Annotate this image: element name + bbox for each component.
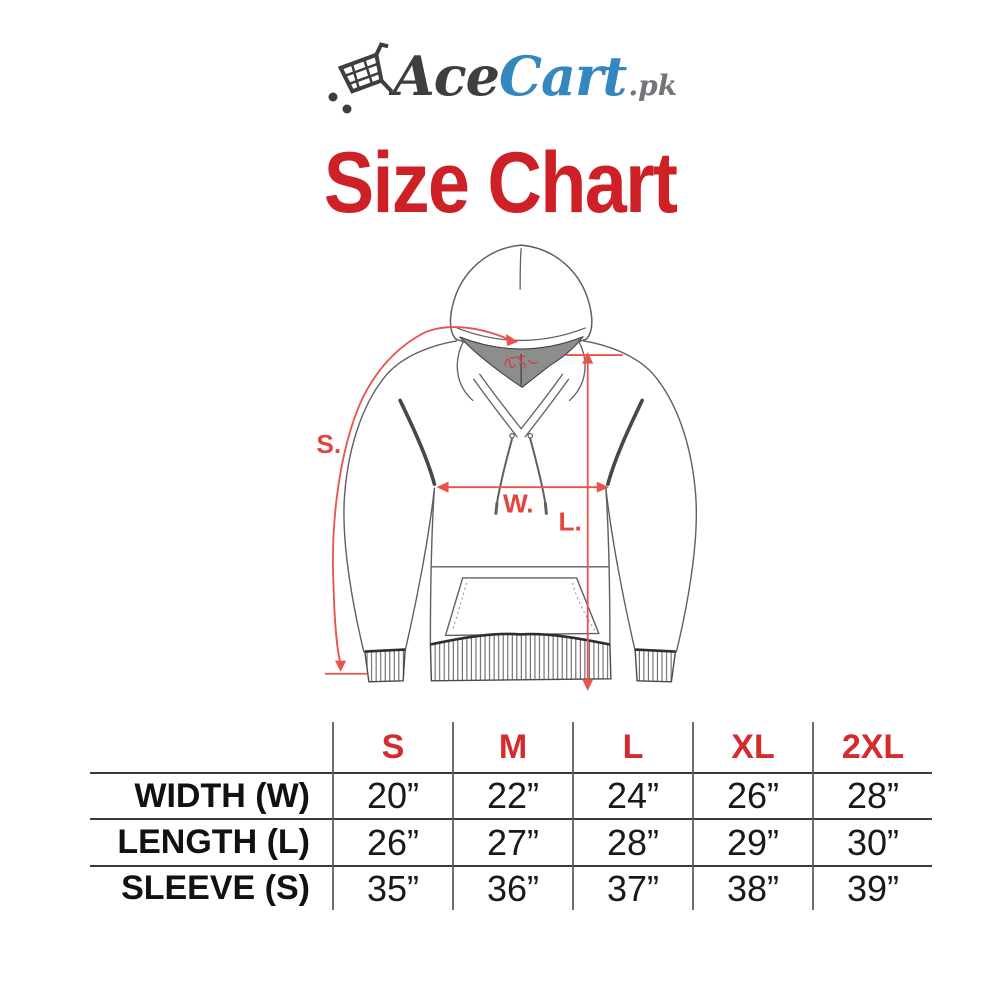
logo-text-ace: Ace xyxy=(392,44,500,108)
size-header-xl: XL xyxy=(692,722,812,772)
size-header-s: S xyxy=(332,722,452,772)
collar xyxy=(456,340,586,438)
sleeve-value-l: 37” xyxy=(572,865,692,910)
sleeve-value-s: 35” xyxy=(332,865,452,910)
measurement-labels: S. W. L. xyxy=(316,429,581,537)
kangaroo-pocket xyxy=(444,577,600,637)
size-header-l: L xyxy=(572,722,692,772)
width-value-2xl: 28” xyxy=(812,772,932,818)
sleeve-measure-line xyxy=(332,326,511,665)
hoodie-measurement-diagram: S. W. L. xyxy=(302,231,706,709)
page-title: Size Chart xyxy=(323,135,678,231)
size-chart-table: S M L XL 2XL WIDTH (W) 20” 22” 24” 26” 2… xyxy=(90,722,932,910)
length-label: L. xyxy=(558,507,581,537)
cuff-ribbing xyxy=(364,648,677,683)
brand-signature-squiggle xyxy=(504,355,538,369)
sleeve-value-xl: 38” xyxy=(692,865,812,910)
drawstrings xyxy=(494,432,548,515)
size-header-2xl: 2XL xyxy=(812,722,932,772)
row-label-width: WIDTH (W) xyxy=(90,772,332,818)
width-value-l: 24” xyxy=(572,772,692,818)
hoodie-illustration: S. W. L. xyxy=(316,244,697,691)
measurement-lines xyxy=(324,326,623,686)
sleeve-label: S. xyxy=(316,429,341,459)
width-value-m: 22” xyxy=(452,772,572,818)
hem-ribbing xyxy=(429,632,612,682)
logo-text-cart: Cart xyxy=(499,44,627,108)
table-corner-cell xyxy=(90,722,332,772)
brand-logo: Ace Cart .pk xyxy=(0,42,1000,122)
shoulder-seam-shading xyxy=(398,398,644,486)
logo-text-pk: .pk xyxy=(628,69,678,102)
hood xyxy=(449,244,593,388)
row-label-sleeve: SLEEVE (S) xyxy=(90,865,332,910)
shopping-cart-icon xyxy=(328,42,394,114)
width-value-xl: 26” xyxy=(692,772,812,818)
sleeve-value-2xl: 39” xyxy=(812,865,932,910)
width-value-s: 20” xyxy=(332,772,452,818)
width-label: W. xyxy=(503,488,534,518)
length-value-m: 27” xyxy=(452,818,572,865)
hood-top-seam xyxy=(519,248,522,290)
length-value-2xl: 30” xyxy=(812,818,932,865)
row-label-length: LENGTH (L) xyxy=(90,818,332,865)
sleeve-value-m: 36” xyxy=(452,865,572,910)
length-value-s: 26” xyxy=(332,818,452,865)
cart-wheel-dot xyxy=(342,104,352,114)
length-value-l: 28” xyxy=(572,818,692,865)
length-value-xl: 29” xyxy=(692,818,812,865)
size-header-m: M xyxy=(452,722,572,772)
cart-wheel-dot xyxy=(328,92,338,102)
measurement-arrowheads xyxy=(335,333,609,691)
hoodie-body xyxy=(343,340,697,653)
